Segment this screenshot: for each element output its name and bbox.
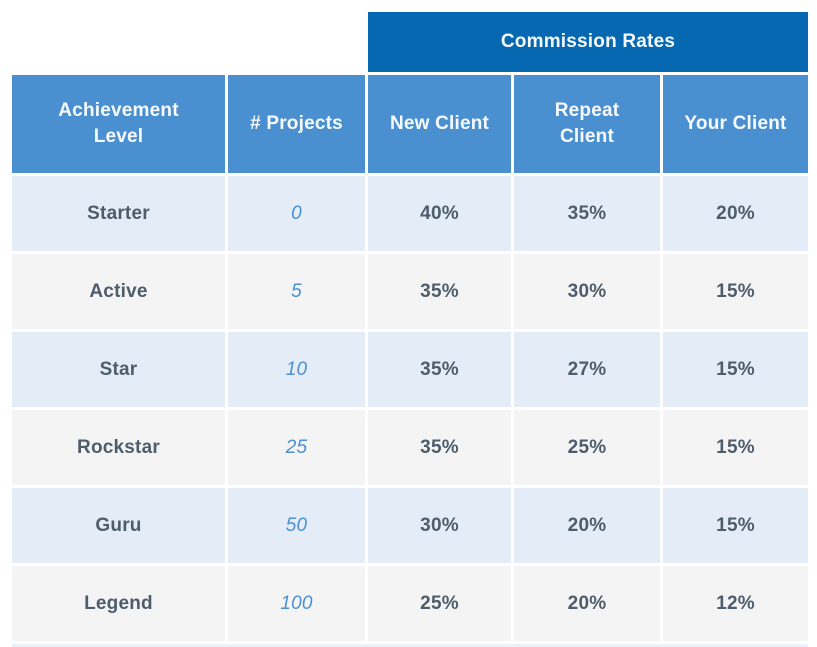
cell-level: Guru [12, 488, 225, 563]
cell-your-client: 15% [663, 410, 808, 485]
cell-new-client: 25% [368, 566, 511, 641]
table-title: Commission Rates [368, 12, 808, 72]
cell-projects: 100 [228, 566, 365, 641]
table-corner-spacer [12, 12, 365, 72]
cell-projects: 50 [228, 488, 365, 563]
cell-your-client: 15% [663, 332, 808, 407]
cell-your-client: 20% [663, 176, 808, 251]
cell-repeat-client: 20% [514, 488, 660, 563]
cell-repeat-client: 30% [514, 254, 660, 329]
cell-repeat-client: 20% [514, 566, 660, 641]
cell-your-client: 12% [663, 566, 808, 641]
cell-new-client: 40% [368, 176, 511, 251]
cell-level: Starter [12, 176, 225, 251]
cell-level: Active [12, 254, 225, 329]
cell-repeat-client: 27% [514, 332, 660, 407]
cell-new-client: 35% [368, 410, 511, 485]
cell-level: Star [12, 332, 225, 407]
cell-your-client: 15% [663, 254, 808, 329]
cell-projects: 25 [228, 410, 365, 485]
cell-projects: 5 [228, 254, 365, 329]
table-title-label: Commission Rates [500, 31, 676, 52]
cell-level: Rockstar [12, 410, 225, 485]
cell-repeat-client: 25% [514, 410, 660, 485]
next-row-sliver [12, 644, 808, 647]
cell-repeat-client: 35% [514, 176, 660, 251]
column-header-new-client: New Client [368, 75, 511, 173]
cell-projects: 0 [228, 176, 365, 251]
column-header-repeat-client: Repeat Client [514, 75, 660, 173]
cell-level: Legend [12, 566, 225, 641]
cell-new-client: 30% [368, 488, 511, 563]
column-header-projects: # Projects [228, 75, 365, 173]
cell-projects: 10 [228, 332, 365, 407]
cell-new-client: 35% [368, 254, 511, 329]
column-header-your-client: Your Client [663, 75, 808, 173]
commission-rates-table: Commission Rates Achievement Level # Pro… [12, 12, 808, 641]
cell-new-client: 35% [368, 332, 511, 407]
cell-your-client: 15% [663, 488, 808, 563]
column-header-achievement-level: Achievement Level [12, 75, 225, 173]
